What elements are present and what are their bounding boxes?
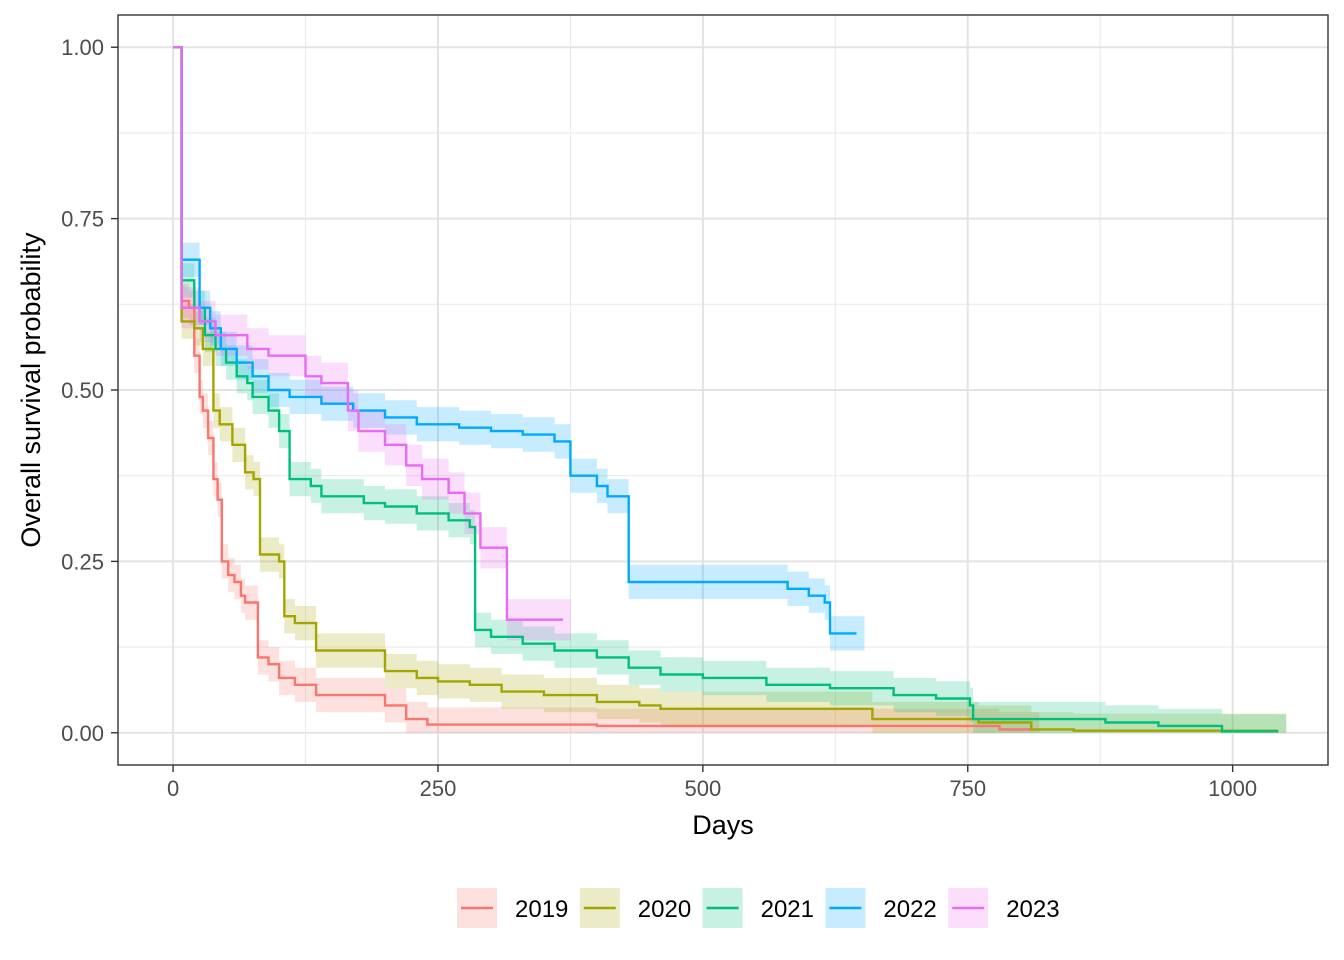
y-axis-title: Overall survival probability (16, 232, 46, 548)
survival-lines (173, 46, 1279, 733)
y-tick-label: 0.50 (61, 378, 104, 403)
legend-label: 2023 (1006, 896, 1059, 923)
legend-label: 2022 (883, 896, 936, 923)
confidence-band-2022 (181, 242, 865, 651)
survival-line-2022 (173, 46, 857, 635)
legend-label: 2021 (761, 896, 814, 923)
confidence-band-2023 (181, 287, 571, 641)
axis-ticks: 0 250 500 750 1000 0.00 0.25 0.50 0.75 1.00 (61, 35, 1257, 801)
legend-item-2021: 2021 (702, 888, 814, 928)
y-tick-label: 0.75 (61, 207, 104, 232)
x-tick-label: 250 (420, 776, 457, 801)
y-tick-label: 1.00 (61, 35, 104, 60)
legend-item-2020: 2020 (579, 888, 691, 928)
x-tick-label: 0 (167, 776, 179, 801)
legend-label: 2020 (638, 896, 691, 923)
x-tick-label: 1000 (1208, 776, 1257, 801)
grid (118, 15, 1328, 765)
survival-line-2019 (173, 46, 1032, 731)
legend: 2019 2020 2021 2022 2023 (457, 888, 1060, 928)
legend-item-2019: 2019 (457, 888, 568, 928)
x-tick-label: 500 (685, 776, 722, 801)
y-tick-label: 0.25 (61, 549, 104, 574)
legend-label: 2019 (515, 896, 568, 923)
legend-item-2022: 2022 (825, 888, 937, 928)
legend-item-2023: 2023 (948, 888, 1060, 928)
x-tick-label: 750 (949, 776, 986, 801)
survival-line-2020 (173, 46, 1279, 732)
survival-line-2021 (173, 46, 1279, 733)
survival-line-2023 (173, 46, 563, 621)
confidence-bands (181, 242, 1287, 733)
confidence-band-2021 (181, 263, 1287, 733)
y-tick-label: 0.00 (61, 721, 104, 746)
x-axis-title: Days (692, 810, 754, 840)
